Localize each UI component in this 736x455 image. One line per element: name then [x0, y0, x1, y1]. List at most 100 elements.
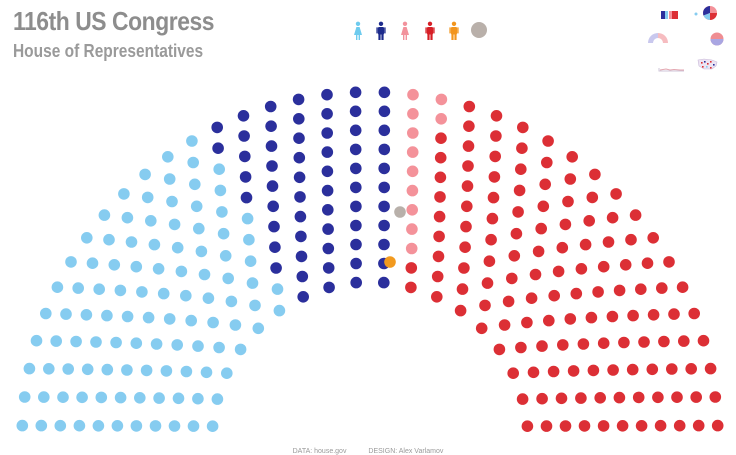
seat-dot[interactable] [293, 171, 306, 184]
seat-dot[interactable] [265, 120, 277, 132]
seat-dot[interactable] [323, 281, 335, 294]
seat-dot[interactable] [350, 257, 362, 270]
seat-dot[interactable] [481, 277, 494, 289]
seat-dot[interactable] [543, 314, 555, 327]
seat-dot[interactable] [652, 391, 664, 404]
seat-dot[interactable] [198, 268, 211, 281]
seat-dot[interactable] [296, 270, 309, 283]
seat-dot[interactable] [16, 419, 29, 432]
seat-dot[interactable] [638, 336, 650, 348]
seat-dot[interactable] [211, 393, 224, 405]
seat-dot[interactable] [322, 204, 334, 216]
vacant-seat-dot[interactable] [394, 206, 406, 218]
seat-dot[interactable] [663, 256, 675, 268]
seat-dot[interactable] [498, 319, 511, 331]
seat-dot[interactable] [294, 191, 306, 203]
seat-dot[interactable] [152, 263, 165, 275]
seat-dot[interactable] [185, 314, 197, 327]
seat-dot[interactable] [454, 304, 467, 317]
seat-dot[interactable] [378, 181, 391, 194]
seat-dot[interactable] [463, 100, 476, 113]
seat-dot[interactable] [610, 188, 622, 200]
seat-dot[interactable] [241, 212, 254, 225]
seat-dot[interactable] [238, 130, 250, 142]
seat-dot[interactable] [559, 420, 572, 432]
seat-dot[interactable] [542, 135, 554, 147]
seat-dot[interactable] [142, 311, 155, 324]
seat-dot[interactable] [266, 180, 279, 192]
seat-dot[interactable] [567, 365, 580, 377]
seat-dot[interactable] [488, 171, 501, 183]
seat-dot[interactable] [431, 270, 444, 283]
seat-dot[interactable] [136, 286, 148, 298]
seat-dot[interactable] [626, 363, 639, 376]
seat-dot[interactable] [51, 281, 64, 294]
seat-dot[interactable] [562, 195, 574, 208]
seat-dot[interactable] [458, 262, 470, 274]
seat-dot[interactable] [321, 146, 334, 158]
seat-dot[interactable] [217, 227, 230, 240]
seat-dot[interactable] [541, 156, 553, 169]
seat-dot[interactable] [90, 336, 102, 348]
seat-dot[interactable] [433, 210, 446, 223]
seat-dot[interactable] [243, 233, 255, 246]
seat-dot[interactable] [86, 257, 99, 270]
seat-dot[interactable] [405, 242, 418, 255]
seat-dot[interactable] [57, 391, 69, 404]
seat-dot[interactable] [350, 181, 362, 194]
seat-dot[interactable] [192, 392, 204, 405]
seat-dot[interactable] [535, 222, 547, 235]
seat-dot[interactable] [239, 171, 252, 183]
seat-dot[interactable] [187, 420, 200, 432]
women-republicans-filter[interactable] [401, 21, 409, 40]
seat-dot[interactable] [510, 227, 523, 240]
seat-dot[interactable] [513, 184, 526, 197]
seat-dot[interactable] [583, 215, 595, 227]
seat-dot[interactable] [525, 292, 538, 305]
seat-dot[interactable] [692, 419, 705, 432]
seat-dot[interactable] [192, 340, 204, 352]
seat-dot[interactable] [153, 392, 165, 404]
seat-dot[interactable] [297, 291, 310, 303]
seat-dot[interactable] [125, 236, 138, 248]
seat-dot[interactable] [35, 419, 48, 432]
seat-dot[interactable] [641, 257, 654, 270]
seat-dot[interactable] [222, 272, 234, 285]
seat-dot[interactable] [407, 127, 419, 139]
seat-dot[interactable] [586, 191, 599, 204]
seat-dot[interactable] [405, 281, 417, 294]
seat-dot[interactable] [434, 191, 446, 203]
seat-dot[interactable] [221, 367, 233, 380]
seat-dot[interactable] [160, 365, 173, 377]
seat-dot[interactable] [141, 191, 154, 204]
seat-dot[interactable] [685, 363, 697, 375]
seat-dot[interactable] [564, 313, 577, 325]
seat-dot[interactable] [606, 310, 619, 323]
seat-dot[interactable] [350, 219, 362, 232]
seat-dot[interactable] [676, 281, 689, 294]
seat-dot[interactable] [268, 220, 280, 233]
seat-dot[interactable] [240, 191, 253, 204]
seat-dot[interactable] [23, 362, 36, 375]
seat-dot[interactable] [432, 250, 445, 263]
seat-dot[interactable] [406, 223, 418, 235]
seat-dot[interactable] [130, 420, 143, 432]
seat-dot[interactable] [378, 124, 391, 137]
seat-dot[interactable] [269, 241, 281, 253]
seat-dot[interactable] [532, 245, 545, 258]
bar-view-thumbnail[interactable] [661, 11, 698, 19]
seat-dot[interactable] [678, 335, 690, 347]
seat-dot[interactable] [295, 250, 308, 263]
seat-dot[interactable] [597, 337, 610, 350]
seat-dot[interactable] [349, 105, 362, 118]
seat-dot[interactable] [597, 420, 610, 432]
seat-dot[interactable] [688, 307, 700, 320]
seat-dot[interactable] [81, 363, 94, 376]
seat-dot[interactable] [76, 391, 88, 404]
seat-dot[interactable] [246, 277, 259, 289]
seat-dot[interactable] [589, 168, 601, 181]
seat-dot[interactable] [349, 124, 362, 137]
seat-dot[interactable] [225, 295, 238, 308]
men-republicans-filter[interactable] [425, 21, 435, 40]
seat-dot[interactable] [602, 236, 615, 248]
